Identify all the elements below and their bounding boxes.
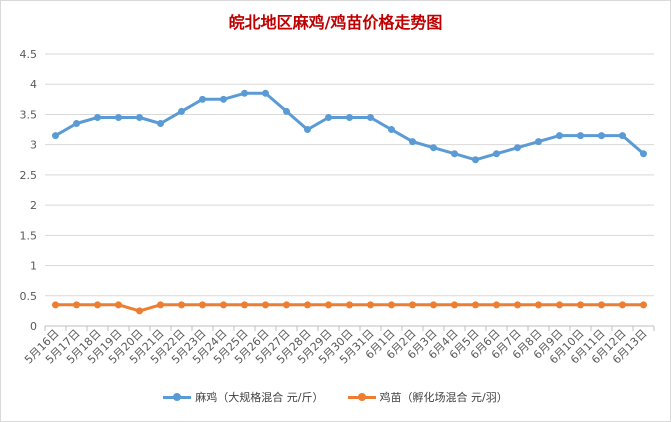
y-tick-label: 0.5 (20, 290, 38, 303)
data-point (346, 301, 353, 309)
data-point (514, 301, 521, 309)
data-point (472, 301, 479, 309)
data-point (220, 301, 227, 309)
data-point (304, 301, 311, 309)
data-point (535, 138, 542, 146)
data-point (514, 144, 521, 152)
data-point (157, 301, 164, 309)
data-point (367, 113, 374, 121)
data-point (220, 95, 227, 103)
data-point (619, 301, 626, 309)
legend-label: 鸡苗（孵化场混合 元/羽） (379, 391, 508, 404)
data-point (367, 301, 374, 309)
data-point (325, 113, 332, 121)
data-point (241, 89, 248, 97)
y-tick-label: 3 (30, 139, 37, 152)
data-point (598, 301, 605, 309)
data-point (556, 132, 563, 140)
data-point (493, 301, 500, 309)
chart-title: 皖北地区麻鸡/鸡苗价格走势图 (228, 13, 443, 32)
data-point (283, 301, 290, 309)
data-point (451, 150, 458, 158)
legend-label: 麻鸡（大规格混合 元/斤） (195, 391, 324, 404)
data-point (304, 126, 311, 134)
data-point (640, 301, 647, 309)
data-point (388, 126, 395, 134)
data-point (136, 113, 143, 121)
data-point (388, 301, 395, 309)
data-point (577, 301, 584, 309)
data-point (451, 301, 458, 309)
data-point (535, 301, 542, 309)
data-point (178, 107, 185, 115)
data-point (73, 120, 80, 128)
data-point (199, 301, 206, 309)
data-point (262, 301, 269, 309)
data-point (178, 301, 185, 309)
data-point (262, 89, 269, 97)
y-tick-label: 1 (30, 260, 37, 273)
data-point (136, 307, 143, 315)
data-point (430, 301, 437, 309)
data-point (283, 107, 290, 115)
data-point (73, 301, 80, 309)
y-tick-label: 3.5 (20, 108, 38, 121)
data-point (115, 301, 122, 309)
data-point (241, 301, 248, 309)
data-point (115, 113, 122, 121)
data-point (409, 138, 416, 146)
y-tick-label: 1.5 (20, 229, 38, 242)
y-tick-label: 0 (30, 320, 37, 333)
chart-legend: 麻鸡（大规格混合 元/斤） 鸡苗（孵化场混合 元/羽） (1, 389, 670, 405)
y-tick-label: 4.5 (20, 48, 38, 61)
data-point (493, 150, 500, 158)
y-tick-label: 2 (30, 199, 37, 212)
data-point (619, 132, 626, 140)
legend-item: 鸡苗（孵化场混合 元/羽） (347, 389, 508, 405)
data-point (598, 132, 605, 140)
data-point (199, 95, 206, 103)
data-point (556, 301, 563, 309)
data-point (577, 132, 584, 140)
series-line-1 (54, 91, 645, 162)
data-point (472, 156, 479, 164)
data-point (430, 144, 437, 152)
data-point (346, 113, 353, 121)
y-tick-label: 4 (30, 78, 37, 91)
data-point (52, 301, 59, 309)
data-point (409, 301, 416, 309)
legend-item: 麻鸡（大规格混合 元/斤） (163, 389, 324, 405)
data-point (52, 132, 59, 140)
legend-swatch (347, 392, 376, 402)
data-point (94, 113, 101, 121)
data-point (94, 301, 101, 309)
legend-swatch (163, 392, 192, 402)
data-point (640, 150, 647, 158)
y-tick-label: 2.5 (20, 169, 38, 182)
data-point (325, 301, 332, 309)
data-point (157, 120, 164, 128)
